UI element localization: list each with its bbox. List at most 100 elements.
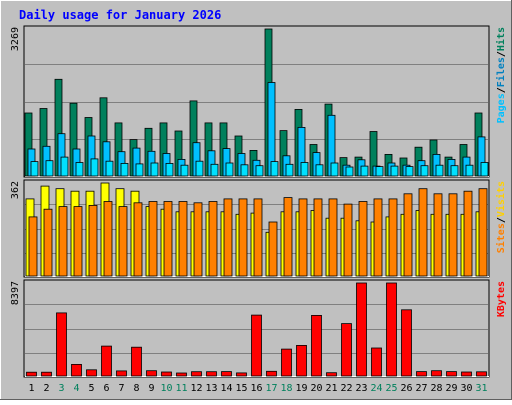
chart-panels: 3269 362 8397 bbox=[10, 25, 490, 378]
y-max-label: 8397 bbox=[10, 281, 21, 305]
x-tick-label-2: 2 bbox=[43, 383, 49, 394]
bar-pages-day-22 bbox=[345, 166, 354, 177]
x-tick-label-13: 13 bbox=[205, 383, 217, 394]
bar-sites-day-5 bbox=[88, 204, 98, 277]
bar-sites-day-24 bbox=[373, 198, 383, 277]
bar-sites-day-28 bbox=[433, 193, 443, 277]
bar-pages-day-25 bbox=[390, 165, 399, 177]
bar-sites-day-3 bbox=[58, 206, 68, 277]
bar-kbytes-day-17 bbox=[266, 370, 277, 377]
x-tick-label-23: 23 bbox=[355, 383, 367, 394]
x-tick-label-21: 21 bbox=[325, 383, 337, 394]
bar-sites-day-26 bbox=[403, 193, 413, 277]
legend-visits: Visits bbox=[495, 181, 507, 217]
panel-hits-files-pages: 3269 bbox=[10, 25, 490, 178]
bar-sites-day-16 bbox=[253, 198, 263, 277]
bar-sites-day-6 bbox=[103, 201, 113, 277]
legend-panel-1: Pages/Files/Hits bbox=[495, 27, 507, 123]
bar-sites-day-29 bbox=[448, 193, 458, 277]
bar-sites-day-18 bbox=[283, 197, 293, 277]
bar-kbytes-day-25 bbox=[386, 282, 397, 377]
bar-sites-day-17 bbox=[268, 221, 278, 277]
bar-sites-day-4 bbox=[73, 206, 83, 277]
bar-pages-day-14 bbox=[225, 162, 234, 177]
y-max-label: 3269 bbox=[10, 27, 21, 51]
x-tick-label-29: 29 bbox=[445, 383, 457, 394]
bar-sites-day-25 bbox=[388, 198, 398, 277]
legend-panel-3: KBytes bbox=[496, 281, 507, 317]
bar-pages-day-31 bbox=[480, 162, 489, 177]
bar-sites-day-11 bbox=[178, 201, 188, 277]
bar-pages-day-30 bbox=[465, 164, 474, 177]
x-tick-label-25: 25 bbox=[385, 383, 397, 394]
bar-kbytes-day-18 bbox=[281, 348, 292, 377]
bar-pages-day-21 bbox=[330, 162, 339, 177]
x-tick-label-22: 22 bbox=[340, 383, 352, 394]
x-tick-label-17: 17 bbox=[265, 383, 277, 394]
bar-kbytes-day-19 bbox=[296, 344, 307, 377]
bar-pages-day-19 bbox=[300, 162, 309, 177]
bar-kbytes-day-4 bbox=[71, 363, 82, 377]
bar-pages-day-28 bbox=[435, 164, 444, 177]
bar-kbytes-day-27 bbox=[416, 371, 427, 377]
x-tick-label-9: 9 bbox=[148, 383, 154, 394]
bar-sites-day-2 bbox=[43, 208, 53, 277]
bar-pages-day-8 bbox=[135, 163, 144, 177]
bar-kbytes-day-13 bbox=[206, 371, 217, 377]
bar-kbytes-day-24 bbox=[371, 347, 382, 377]
bar-pages-day-2 bbox=[45, 160, 54, 177]
bar-sites-day-19 bbox=[298, 198, 308, 277]
x-tick-label-14: 14 bbox=[220, 383, 232, 394]
bar-kbytes-day-11 bbox=[176, 372, 187, 377]
bar-pages-day-12 bbox=[195, 160, 204, 177]
bar-pages-day-24 bbox=[375, 166, 384, 177]
bar-sites-day-15 bbox=[238, 198, 248, 277]
legend-separator: / bbox=[496, 217, 507, 223]
bar-kbytes-day-3 bbox=[56, 312, 67, 377]
x-tick-label-31: 31 bbox=[475, 383, 487, 394]
x-tick-label-28: 28 bbox=[430, 383, 442, 394]
bar-pages-day-27 bbox=[420, 165, 429, 177]
bar-kbytes-day-20 bbox=[311, 314, 322, 377]
bar-sites-day-10 bbox=[163, 201, 173, 277]
bar-sites-day-12 bbox=[193, 202, 203, 277]
bar-pages-day-11 bbox=[180, 164, 189, 177]
y-max-label: 362 bbox=[10, 181, 21, 199]
bar-pages-day-7 bbox=[120, 162, 129, 177]
bar-sites-day-30 bbox=[463, 190, 473, 277]
bar-pages-day-4 bbox=[75, 162, 84, 177]
x-tick-label-20: 20 bbox=[310, 383, 322, 394]
bar-pages-day-26 bbox=[405, 166, 414, 177]
bar-sites-day-7 bbox=[118, 206, 128, 277]
bar-kbytes-day-8 bbox=[131, 346, 142, 377]
legend-hits: Hits bbox=[495, 27, 507, 51]
x-tick-label-7: 7 bbox=[118, 383, 124, 394]
bar-pages-day-10 bbox=[165, 162, 174, 177]
bar-pages-day-20 bbox=[315, 164, 324, 177]
bar-kbytes-day-14 bbox=[221, 371, 232, 377]
bar-kbytes-day-1 bbox=[26, 371, 37, 377]
x-tick-label-3: 3 bbox=[58, 383, 64, 394]
bar-pages-day-18 bbox=[285, 163, 294, 177]
x-tick-label-4: 4 bbox=[73, 383, 79, 394]
bar-pages-day-5 bbox=[90, 158, 99, 177]
x-tick-label-15: 15 bbox=[235, 383, 247, 394]
legend-pages: Pages bbox=[496, 93, 507, 123]
x-tick-label-1: 1 bbox=[28, 383, 34, 394]
bar-kbytes-day-28 bbox=[431, 370, 442, 377]
bar-pages-day-9 bbox=[150, 162, 159, 177]
bar-kbytes-day-23 bbox=[356, 282, 367, 377]
bar-pages-day-15 bbox=[240, 164, 249, 177]
x-tick-label-11: 11 bbox=[175, 383, 187, 394]
x-tick-label-16: 16 bbox=[250, 383, 262, 394]
bar-kbytes-day-21 bbox=[326, 372, 337, 377]
bar-sites-day-22 bbox=[343, 203, 353, 277]
bar-sites-day-9 bbox=[148, 201, 158, 277]
bar-sites-day-8 bbox=[133, 202, 143, 277]
bar-pages-day-23 bbox=[360, 165, 369, 177]
x-axis-labels: 1 2 3 4 5 6 7 8 9 10 11 12 13 14 15 16 17 18 19 20 21 22 23 24 2… bbox=[28, 383, 487, 394]
x-tick-label-5: 5 bbox=[88, 383, 94, 394]
legend-sites: Sites bbox=[495, 223, 507, 253]
